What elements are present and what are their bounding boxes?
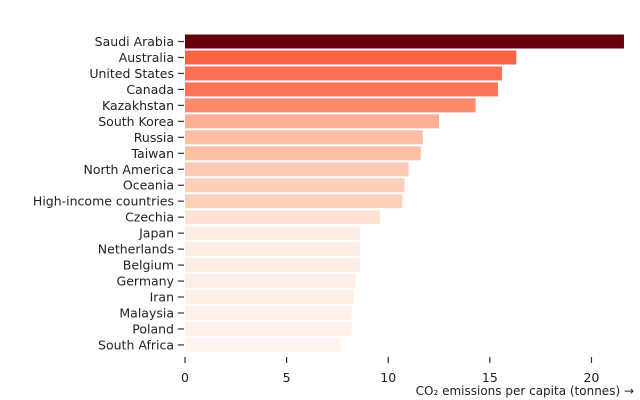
bar-kazakhstan — [185, 98, 476, 113]
bars-group — [185, 34, 624, 352]
category-label-japan: Japan — [138, 226, 174, 241]
category-label-iran: Iran — [150, 290, 174, 305]
category-label-kazakhstan: Kazakhstan — [102, 98, 174, 113]
bar-poland — [185, 321, 352, 336]
bar-iran — [185, 290, 354, 305]
bar-oceania — [185, 178, 405, 193]
category-label-south-korea: South Korea — [98, 114, 174, 129]
bar-belgium — [185, 258, 360, 273]
bar-high-income-countries — [185, 194, 403, 209]
category-label-australia: Australia — [119, 50, 174, 65]
bar-south-africa — [185, 337, 342, 352]
bar-australia — [185, 50, 517, 65]
x-tick-label-20: 20 — [583, 370, 599, 385]
bar-czechia — [185, 210, 381, 225]
category-label-canada: Canada — [126, 82, 174, 97]
bar-saudi-arabia — [185, 34, 624, 49]
bar-malaysia — [185, 305, 352, 320]
bar-russia — [185, 130, 423, 145]
category-label-taiwan: Taiwan — [130, 146, 174, 161]
bar-taiwan — [185, 146, 421, 161]
x-tick-label-5: 5 — [283, 370, 291, 385]
bar-south-korea — [185, 114, 440, 129]
category-label-united-states: United States — [89, 66, 174, 81]
x-tick-label-0: 0 — [181, 370, 189, 385]
category-label-czechia: Czechia — [125, 210, 174, 225]
category-label-russia: Russia — [134, 130, 174, 145]
category-label-south-africa: South Africa — [98, 337, 174, 352]
category-label-belgium: Belgium — [123, 258, 174, 273]
bar-japan — [185, 226, 360, 241]
bar-netherlands — [185, 242, 360, 257]
x-axis-title: CO₂ emissions per capita (tonnes) → — [416, 384, 634, 398]
x-tick-label-10: 10 — [380, 370, 396, 385]
category-label-malaysia: Malaysia — [119, 305, 174, 320]
category-label-netherlands: Netherlands — [98, 242, 174, 257]
category-label-poland: Poland — [132, 321, 174, 336]
category-label-north-america: North America — [84, 162, 175, 177]
bar-germany — [185, 274, 356, 289]
category-label-saudi-arabia: Saudi Arabia — [95, 34, 174, 49]
category-label-high-income-countries: High-income countries — [33, 194, 174, 209]
value-axis: 0 5 10 15 20 — [181, 357, 599, 385]
bar-north-america — [185, 162, 409, 177]
category-label-germany: Germany — [117, 274, 175, 289]
bar-canada — [185, 82, 498, 97]
bar-united-states — [185, 66, 503, 81]
category-label-oceania: Oceania — [123, 178, 174, 193]
x-tick-label-15: 15 — [482, 370, 498, 385]
